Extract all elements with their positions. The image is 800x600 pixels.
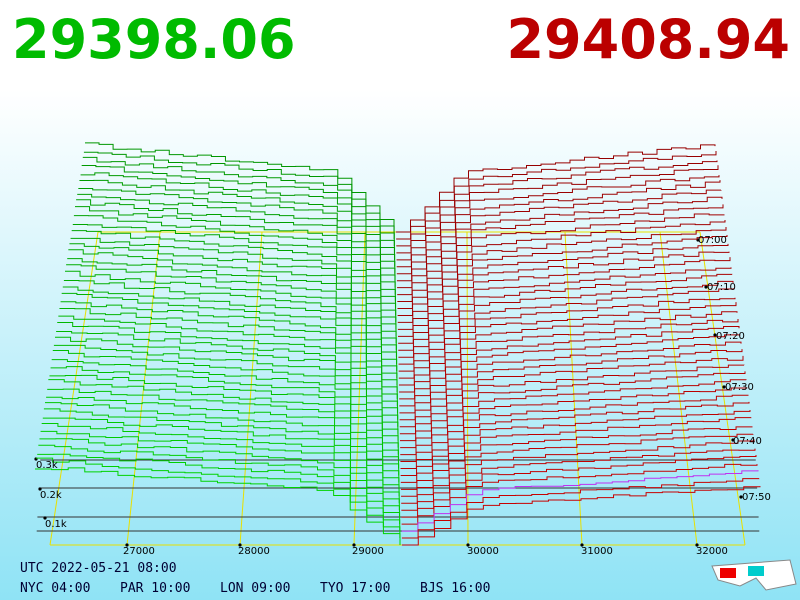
- frame-line: [239, 231, 263, 546]
- bid-depth-line: [49, 374, 399, 455]
- bid-depth-line: [39, 438, 400, 518]
- frame-line: [466, 231, 469, 546]
- tick-dot: [580, 543, 584, 547]
- tick-dot: [713, 333, 717, 337]
- bid-depth-line: [81, 165, 395, 253]
- tick-dot: [466, 543, 470, 547]
- frame-line: [659, 231, 698, 546]
- ask-depth-line: [401, 439, 755, 504]
- bid-depth-line: [76, 199, 396, 288]
- ask-depth-line: [401, 448, 756, 511]
- time-label: 07:30: [725, 382, 754, 393]
- frame-line: [49, 231, 99, 546]
- bid-depth-line: [80, 172, 396, 260]
- bid-depth-line: [37, 453, 401, 532]
- ask-depth-line: [401, 470, 759, 532]
- depth-label: 0.1k: [45, 519, 67, 530]
- price-label: 30000: [467, 546, 499, 557]
- bid-depth-line: [48, 379, 399, 462]
- tick-dot: [238, 543, 242, 547]
- tick-dot: [704, 285, 708, 289]
- bid-depth-line: [72, 223, 396, 309]
- depth-surface: [35, 142, 761, 546]
- bid-depth-line: [82, 156, 395, 246]
- depth-label: 0.2k: [40, 490, 62, 501]
- time-label: 07:00: [698, 235, 727, 246]
- time-label: 07:50: [742, 492, 771, 503]
- bid-depth-line: [75, 206, 396, 295]
- time-label: 07:10: [707, 282, 736, 293]
- price-label: 27000: [123, 546, 155, 557]
- tick-dot: [695, 543, 699, 547]
- bid-depth-line: [85, 142, 395, 232]
- zone-time: BJS 16:00: [420, 581, 490, 596]
- bid-depth-line: [36, 457, 401, 539]
- bid-depth-line: [78, 187, 396, 274]
- bid-depth-line: [35, 467, 401, 545]
- zone-time: PAR 10:00: [120, 581, 190, 596]
- bid-depth-line: [38, 444, 401, 525]
- bid-depth-line: [68, 249, 397, 337]
- bid-depth-line: [59, 308, 398, 392]
- time-label: 07:40: [733, 436, 762, 447]
- tick-dot: [43, 516, 47, 520]
- grid: [34, 231, 760, 547]
- bid-depth-line: [47, 388, 400, 469]
- tick-dot: [731, 438, 735, 442]
- tick-dot: [722, 385, 726, 389]
- price-label: 32000: [696, 546, 728, 557]
- bid-depth-line: [42, 417, 400, 497]
- tick-dot: [125, 543, 129, 547]
- bid-depth-line: [62, 286, 398, 372]
- bid-depth-line: [51, 359, 399, 441]
- bid-price: 29398.06: [12, 8, 296, 71]
- bid-depth-line: [60, 301, 398, 386]
- tick-dot: [352, 543, 356, 547]
- bid-depth-line: [69, 243, 397, 330]
- bid-depth-line: [55, 336, 399, 420]
- bid-depth-line: [40, 430, 400, 511]
- bid-depth-line: [63, 280, 398, 365]
- bid-depth-line: [50, 366, 399, 448]
- ask-price: 29408.94: [506, 8, 790, 71]
- tick-dot: [739, 495, 743, 499]
- bid-depth-line: [57, 321, 398, 406]
- frame-line: [699, 231, 746, 546]
- zone-time: NYC 04:00: [20, 581, 90, 596]
- price-label: 28000: [238, 546, 270, 557]
- bid-depth-line: [70, 237, 397, 323]
- price-label: 29000: [352, 546, 384, 557]
- 3d-glasses-icon[interactable]: [711, 559, 797, 591]
- bid-depth-line: [61, 292, 398, 379]
- bid-depth-line: [43, 408, 400, 490]
- bid-depth-line: [67, 258, 397, 344]
- bid-depth-line: [56, 330, 398, 413]
- bid-depth-line: [58, 315, 398, 399]
- tick-dot: [38, 487, 42, 491]
- bid-depth-line: [73, 215, 396, 302]
- ask-depth-line: [401, 463, 758, 525]
- bid-depth-line: [65, 270, 397, 358]
- bid-depth-line: [66, 264, 397, 351]
- bid-depth-line: [41, 422, 400, 504]
- bid-depth-line: [52, 349, 399, 434]
- utc-time: UTC 2022-05-21 08:00: [20, 561, 177, 576]
- zone-time: TYO 17:00: [320, 581, 390, 596]
- bid-depth-line: [53, 344, 399, 427]
- depth-label: 0.3k: [36, 460, 58, 471]
- ask-depth-line: [402, 486, 761, 546]
- bid-depth-line: [71, 230, 397, 316]
- bid-depth-line: [83, 151, 395, 239]
- bid-depth-line: [77, 193, 396, 281]
- bid-depth-line: [46, 396, 400, 476]
- bid-depth-line: [45, 402, 400, 483]
- time-label: 07:20: [716, 331, 745, 342]
- price-label: 31000: [581, 546, 613, 557]
- bid-depth-line: [79, 179, 396, 267]
- zone-time: LON 09:00: [220, 581, 290, 596]
